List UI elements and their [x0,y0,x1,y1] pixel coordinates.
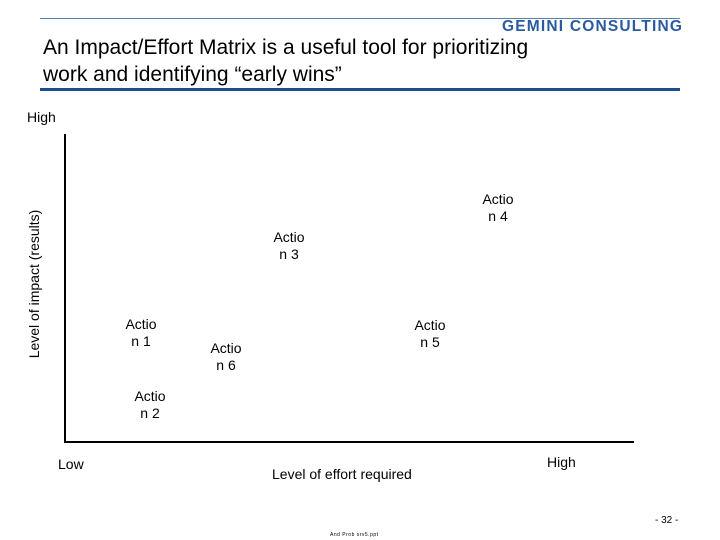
action-2-line1: Actio [134,388,166,404]
action-4-line2: n 4 [488,208,508,224]
action-3-line2: n 3 [279,246,299,262]
title-underline [40,88,680,91]
y-axis [64,134,66,443]
y-axis-title: Level of impact (results) [26,209,42,359]
slide-title: An Impact/Effort Matrix is a useful tool… [43,34,683,88]
company-logo: GEMINI CONSULTING [502,18,684,35]
action-1-line2: n 1 [131,333,151,349]
action-3-line1: Actio [273,229,305,245]
top-rule [40,18,680,19]
x-high-label: High [547,454,576,470]
action-1-line1: Actio [125,316,157,332]
x-axis-title: Level of effort required [272,466,412,482]
action-2-label: Actio n 2 [134,388,165,422]
action-6-label: Actio n 6 [210,340,241,374]
action-4-line1: Actio [482,191,514,207]
action-4-label: Actio n 4 [482,191,513,225]
footer-file-name: And Prob srv5.ppt [330,532,379,538]
action-6-line2: n 6 [216,357,236,373]
title-line-1: An Impact/Effort Matrix is a useful tool… [43,36,529,59]
action-2-line2: n 2 [140,405,160,421]
action-5-label: Actio n 5 [414,317,445,351]
action-5-line2: n 5 [420,334,440,350]
y-high-label: High [27,109,56,125]
x-axis [64,441,634,443]
action-3-label: Actio n 3 [273,229,304,263]
action-5-line1: Actio [414,317,446,333]
action-6-line1: Actio [210,340,242,356]
action-1-label: Actio n 1 [125,316,156,350]
page-number: - 32 - [655,515,679,526]
title-line-2: work and identifying “early wins” [43,63,342,86]
x-low-label: Low [58,456,84,472]
